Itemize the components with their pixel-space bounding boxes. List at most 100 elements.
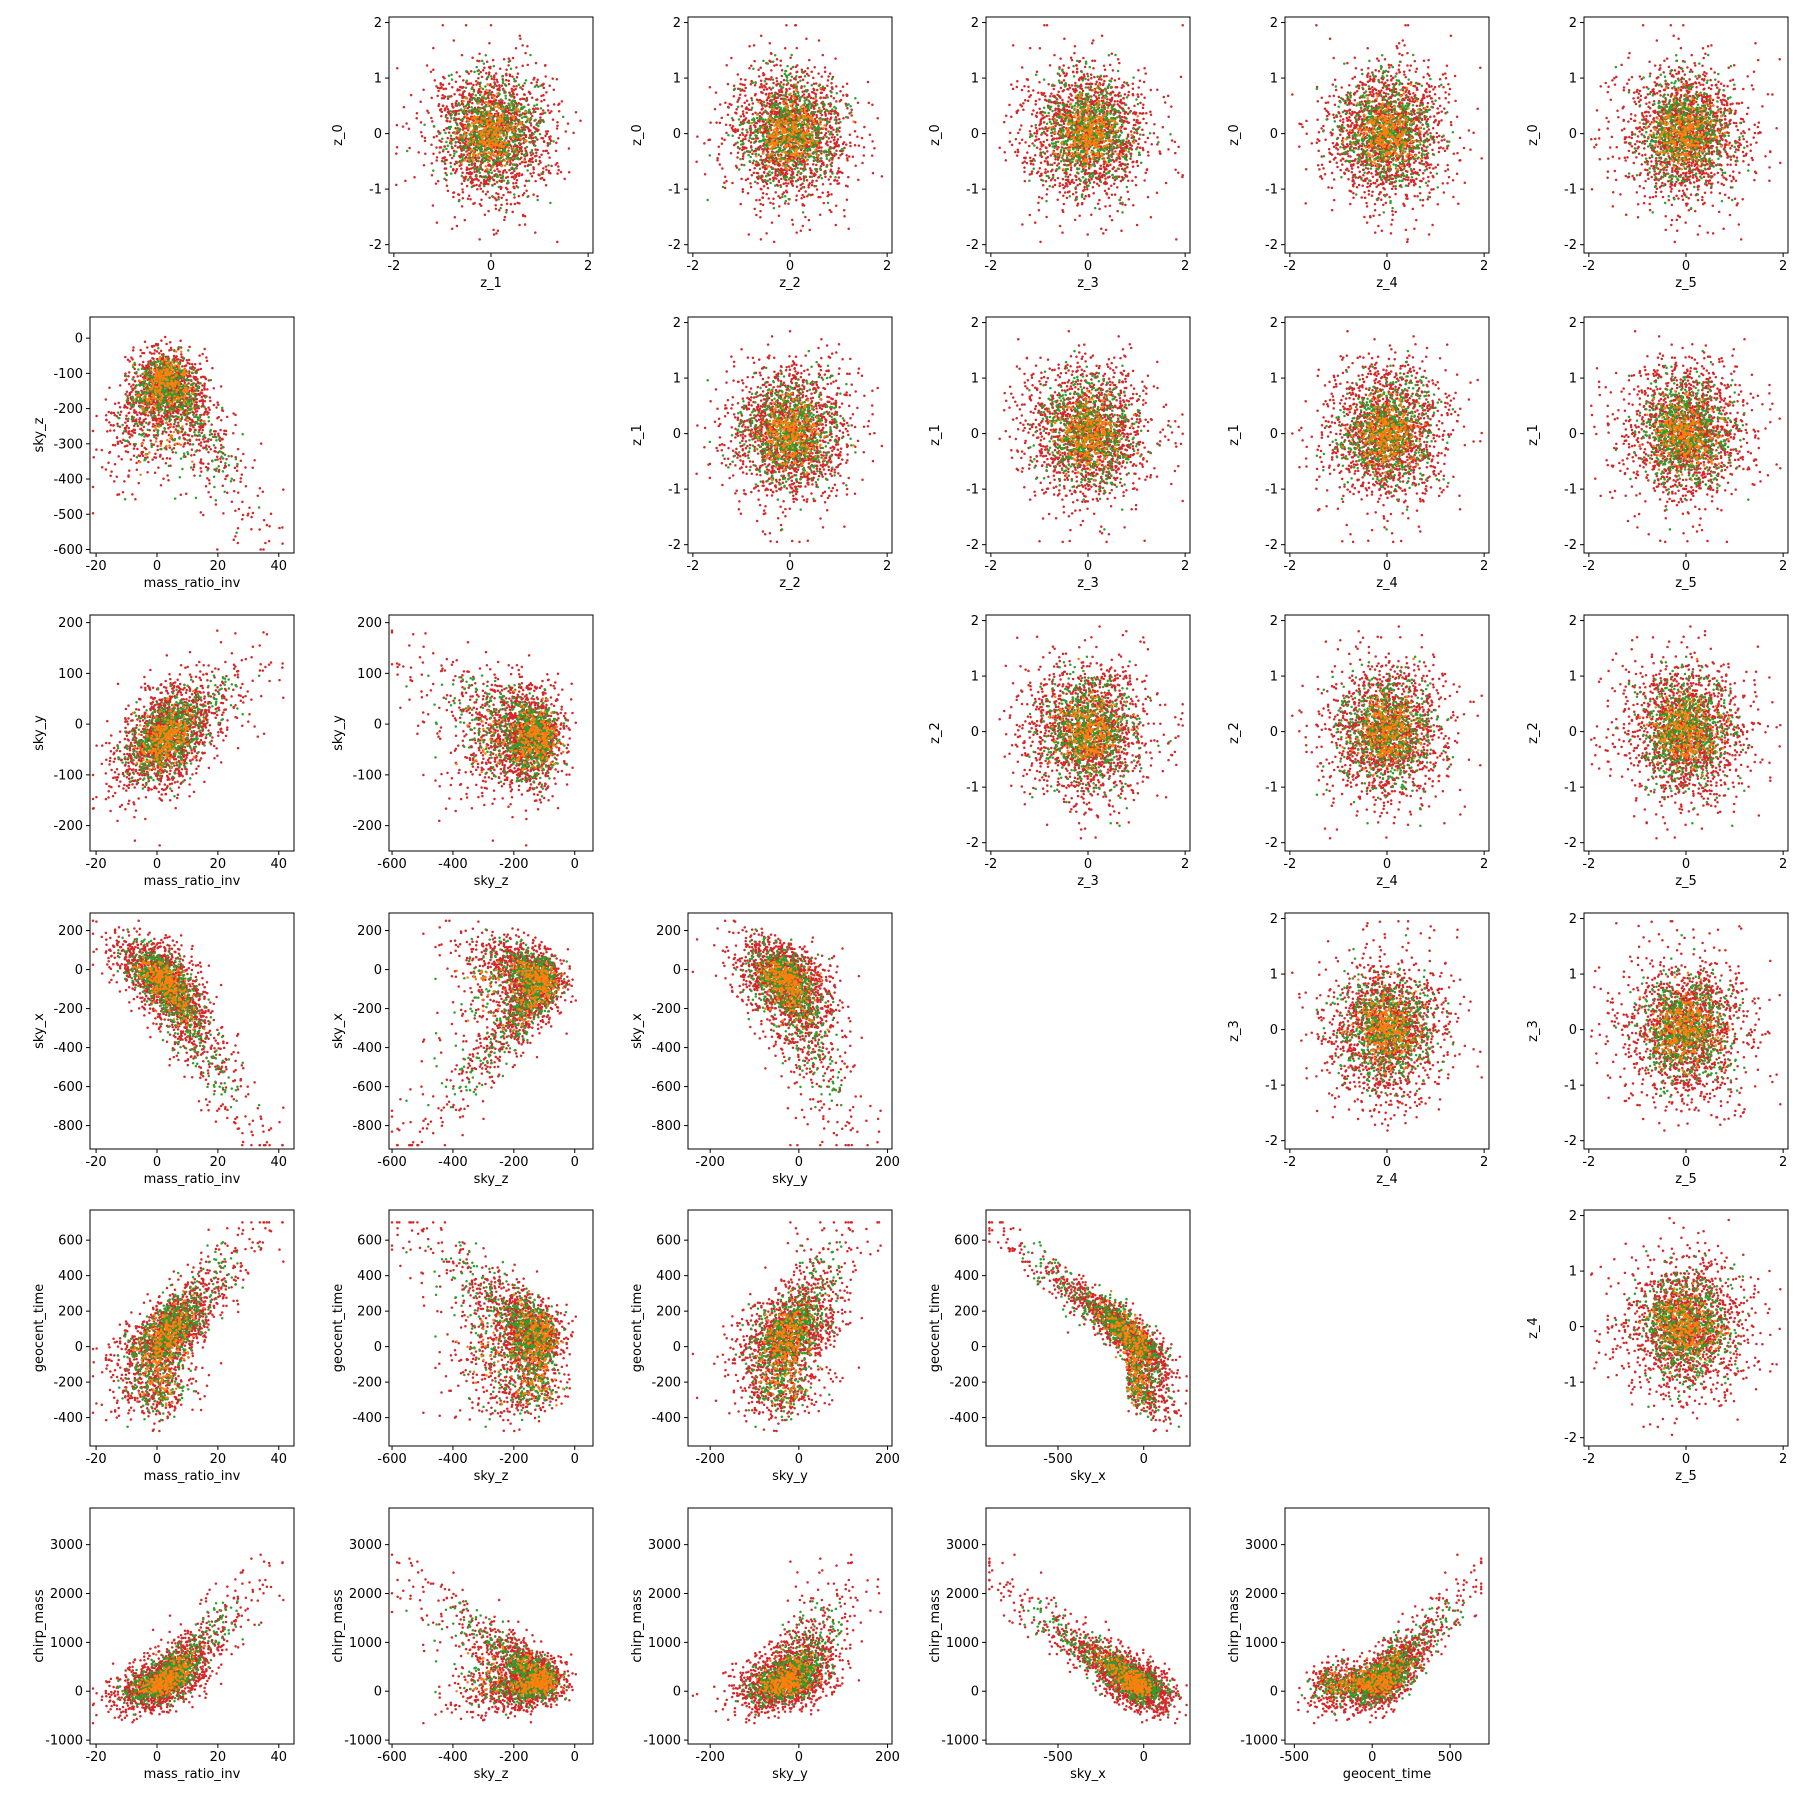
point-red (849, 145, 852, 148)
point-red (454, 163, 457, 166)
point-red (519, 34, 522, 37)
point-red (824, 66, 827, 69)
point-red (513, 85, 516, 88)
point-red (466, 107, 469, 110)
point-orange (787, 104, 790, 107)
y-tick-label: -1 (369, 183, 382, 198)
point-green (803, 179, 806, 182)
point-orange (504, 141, 507, 144)
point-red (799, 176, 802, 179)
point-green (782, 94, 785, 97)
point-red (1123, 102, 1126, 105)
point-red (723, 182, 726, 185)
point-orange (799, 141, 802, 144)
point-red (446, 105, 449, 108)
point-red (812, 77, 815, 80)
point-orange (783, 123, 786, 126)
point-green (762, 60, 765, 63)
point-green (477, 160, 480, 163)
point-red (861, 162, 864, 165)
point-green (479, 82, 482, 85)
point-green (754, 134, 757, 137)
point-green (815, 185, 818, 188)
point-red (445, 88, 448, 91)
point-red (536, 78, 539, 81)
point-red (766, 78, 769, 81)
point-red (764, 168, 767, 171)
point-red (1145, 112, 1148, 115)
point-green (799, 163, 802, 166)
point-red (829, 118, 832, 121)
point-green (515, 148, 518, 151)
point-green (784, 70, 787, 73)
point-green (825, 136, 828, 139)
point-red (495, 72, 498, 75)
point-green (488, 117, 491, 120)
point-red (488, 89, 491, 92)
point-red (830, 95, 833, 98)
point-orange (504, 164, 507, 167)
point-red (567, 122, 570, 125)
point-green (449, 128, 452, 131)
point-red (420, 131, 423, 134)
point-green (496, 176, 499, 179)
point-red (443, 157, 446, 160)
point-orange (516, 125, 519, 128)
point-red (426, 64, 429, 67)
point-green (534, 118, 537, 121)
point-red (485, 181, 488, 184)
point-red (440, 141, 443, 144)
point-orange (491, 136, 494, 139)
point-orange (779, 155, 782, 158)
point-orange (479, 131, 482, 134)
point-red (830, 113, 833, 116)
point-green (512, 140, 515, 143)
point-red (823, 202, 826, 205)
point-red (556, 241, 559, 244)
point-red (476, 188, 479, 191)
point-red (1035, 100, 1038, 103)
point-green (845, 104, 848, 107)
point-red (718, 153, 721, 156)
point-orange (801, 122, 804, 125)
point-orange (501, 155, 504, 158)
point-green (433, 125, 436, 128)
point-green (774, 102, 777, 105)
point-red (453, 150, 456, 153)
point-green (814, 159, 817, 162)
point-red (485, 72, 488, 75)
point-green (535, 137, 538, 140)
point-red (774, 191, 777, 194)
point-red (1067, 67, 1070, 70)
point-orange (780, 159, 783, 162)
point-green (521, 116, 524, 119)
point-green (479, 94, 482, 97)
point-orange (467, 119, 470, 122)
point-red (838, 167, 841, 170)
point-orange (464, 107, 467, 110)
point-green (777, 146, 780, 149)
point-red (758, 199, 761, 202)
point-orange (785, 121, 788, 124)
point-green (485, 105, 488, 108)
point-green (467, 179, 470, 182)
point-red (493, 183, 496, 186)
point-red (531, 161, 534, 164)
point-red (508, 83, 511, 86)
point-red (532, 171, 535, 174)
point-red (835, 204, 838, 207)
point-orange (463, 159, 466, 162)
point-red (770, 76, 773, 79)
point-red (765, 193, 768, 196)
point-red (772, 82, 775, 85)
point-red (816, 188, 819, 191)
point-red (773, 113, 776, 116)
point-green (796, 167, 799, 170)
point-red (753, 172, 756, 175)
point-red (519, 98, 522, 101)
point-red (543, 179, 546, 182)
point-orange (462, 136, 465, 139)
point-green (514, 143, 517, 146)
point-red (804, 156, 807, 159)
